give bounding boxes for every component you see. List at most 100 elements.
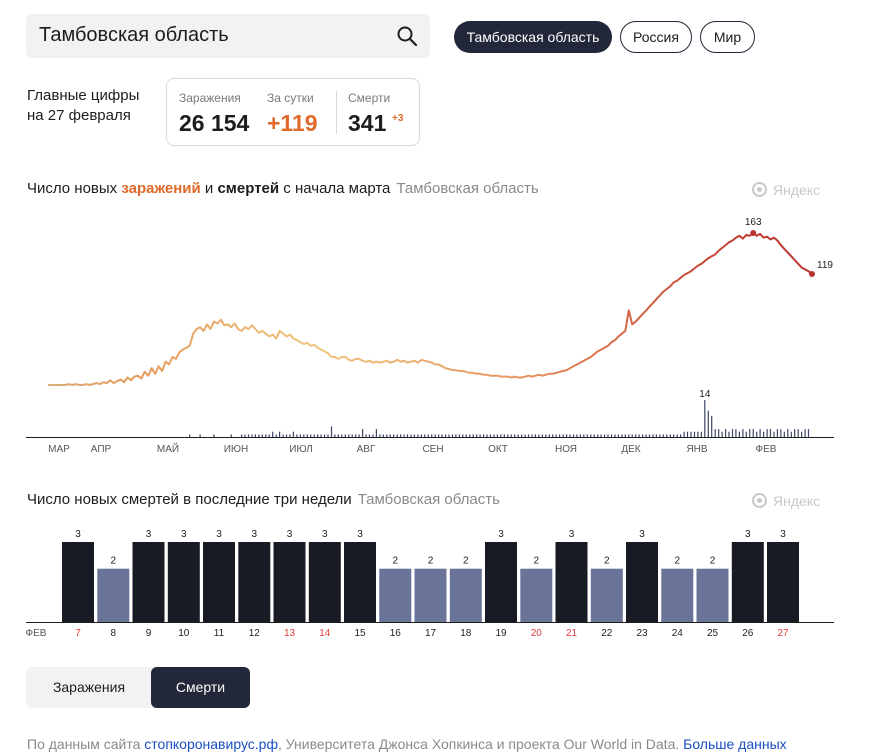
death-bar [521, 434, 523, 437]
death-bar [379, 568, 412, 622]
x-tick-label: 12 [249, 628, 261, 639]
death-bar [489, 434, 492, 437]
search-icon[interactable] [396, 25, 418, 47]
x-tick-label: 9 [146, 628, 152, 639]
deaths-value: 341 [348, 110, 387, 136]
death-bar [756, 431, 758, 437]
death-bar [348, 434, 350, 437]
toggle-deaths[interactable]: Смерти [151, 667, 250, 708]
day-value: +119 [267, 110, 318, 136]
death-bar [372, 434, 374, 437]
death-bar [97, 568, 130, 622]
death-bar [735, 429, 737, 437]
death-bar [507, 434, 509, 437]
death-bar [496, 434, 498, 437]
death-bar [590, 568, 623, 622]
death-bar [420, 434, 422, 437]
death-bar [451, 434, 454, 437]
deaths-peak-label: 14 [699, 389, 711, 400]
death-bar [590, 434, 592, 437]
death-bar [566, 434, 568, 437]
death-bar [711, 415, 713, 437]
stats-divider [336, 91, 337, 134]
death-bar [714, 429, 716, 437]
bar-value-label: 2 [428, 556, 434, 567]
peak-point [750, 230, 757, 236]
chart2-region: Тамбовская область [357, 491, 500, 508]
death-bar [548, 434, 550, 437]
footer-link-stopcoronavirus[interactable]: стопкоронавирус.рф [144, 736, 278, 752]
death-bar [486, 434, 488, 437]
death-bar [669, 434, 671, 437]
bar-value-label: 3 [75, 529, 81, 540]
bar-value-label: 2 [604, 556, 610, 567]
death-bar [396, 434, 398, 437]
death-bar [341, 434, 343, 437]
x-tick-label: 16 [390, 628, 402, 639]
death-bar [199, 434, 201, 437]
death-bar [449, 568, 482, 622]
death-bar [362, 429, 364, 437]
death-bar [462, 434, 464, 437]
footer-text: По данным сайта [27, 736, 145, 752]
watermark-text: Яндекс [773, 182, 821, 198]
x-tick-label: АВГ [357, 444, 376, 455]
death-bar [776, 429, 778, 437]
death-bar [801, 431, 803, 437]
footer-link-more-data[interactable]: Больше данных [683, 736, 787, 752]
death-bar [273, 542, 306, 622]
death-bar [752, 429, 754, 437]
search-box[interactable]: Тамбовская область [26, 14, 430, 58]
death-bar [296, 434, 298, 437]
toggle-infections[interactable]: Заражения [52, 679, 126, 695]
x-tick-label: 8 [111, 628, 117, 639]
death-bar [351, 434, 353, 437]
death-bar [738, 431, 740, 437]
death-bar [434, 434, 436, 437]
death-bar [790, 431, 792, 437]
death-bar [254, 434, 256, 437]
footer-sources: По данным сайта стопкоронавирус.рф, Унив… [27, 736, 787, 752]
death-bar [572, 434, 575, 437]
death-bar [759, 429, 761, 437]
death-bar [355, 434, 357, 437]
death-bar [742, 429, 744, 437]
death-bar [520, 568, 553, 622]
death-bar [745, 431, 747, 437]
bar-value-label: 3 [357, 529, 363, 540]
bar-value-label: 3 [639, 529, 645, 540]
death-bar [683, 431, 685, 437]
region-chip-tambov[interactable]: Тамбовская область [454, 21, 612, 53]
x-tick-label: ОКТ [488, 444, 508, 455]
death-bar [382, 434, 384, 437]
death-bar [555, 542, 588, 622]
death-bar [308, 542, 341, 622]
bar-value-label: 2 [710, 556, 716, 567]
death-bar [406, 434, 409, 437]
yandex-watermark: Яндекс [752, 493, 820, 509]
search-input[interactable]: Тамбовская область [39, 24, 229, 46]
x-tick-label: ИЮН [224, 444, 249, 455]
death-bar [424, 434, 426, 437]
x-tick-label: 15 [354, 628, 366, 639]
x-tick-label: НОЯ [555, 444, 577, 455]
summary-title-line2: на 27 февраля [27, 107, 131, 124]
region-chip-world[interactable]: Мир [700, 21, 755, 53]
death-bar [763, 431, 765, 437]
death-bar [704, 400, 706, 437]
x-tick-label: 14 [319, 628, 331, 639]
death-bar [230, 434, 232, 437]
bar-value-label: 3 [216, 529, 222, 540]
death-bar [455, 434, 457, 437]
death-bar [279, 431, 281, 437]
region-chip-russia[interactable]: Россия [620, 21, 692, 53]
x-tick-label: 27 [777, 628, 789, 639]
x-tick-label: 10 [178, 628, 190, 639]
death-bar [597, 434, 599, 437]
death-bar [718, 429, 720, 437]
death-bar [552, 434, 554, 437]
death-bar [731, 429, 734, 437]
death-bar [628, 434, 630, 437]
bar-value-label: 3 [322, 529, 328, 540]
bar-value-label: 3 [780, 529, 786, 540]
